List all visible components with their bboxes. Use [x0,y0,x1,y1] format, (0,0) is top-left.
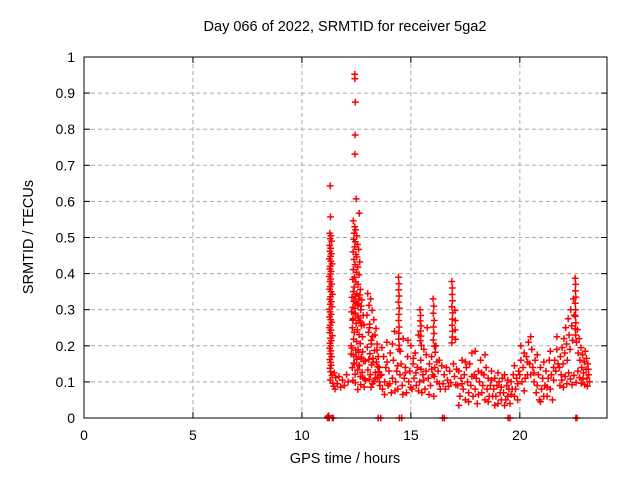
y-tick-label: 0.9 [56,85,76,101]
y-tick-label: 1 [67,49,75,65]
axis-ticks [83,56,607,419]
chart-title: Day 066 of 2022, SRMTID for receiver 5ga… [204,19,487,35]
x-tick-label: 15 [403,427,419,443]
y-tick-label: 0.4 [56,266,76,282]
axis-tick-labels: 0 5 10 15 20 0 0.1 0.2 0.3 0.4 0.5 0.6 0.7 0.8 0.9 1 [56,49,528,443]
x-tick-label: 10 [294,427,310,443]
y-tick-label: 0.7 [56,157,76,173]
x-tick-label: 0 [80,427,88,443]
y-tick-label: 0.6 [56,193,76,209]
data-points [324,70,593,422]
y-tick-label: 0.5 [56,230,76,246]
y-axis-label: SRMTID / TECUs [21,180,37,294]
data-series-layer [324,70,593,422]
y-tick-label: 0 [67,410,75,426]
y-tick-label: 0.1 [56,374,76,390]
x-axis-label: GPS time / hours [290,451,400,467]
y-tick-label: 0.2 [56,338,76,354]
grid-lines [84,57,607,418]
x-tick-label: 5 [189,427,197,443]
y-tick-label: 0.8 [56,121,76,137]
y-tick-label: 0.3 [56,302,76,318]
x-tick-label: 20 [512,427,528,443]
